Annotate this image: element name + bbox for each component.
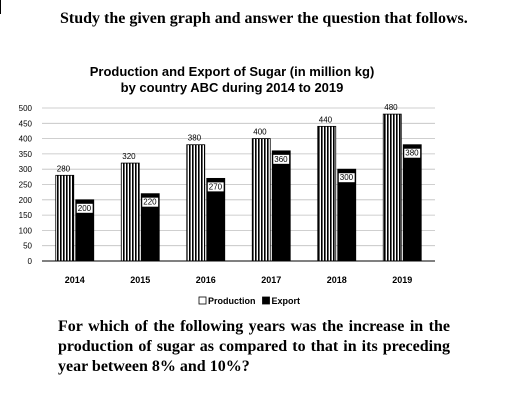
x-tick-label-2015: 2015 bbox=[130, 275, 150, 285]
y-tick-label: 300 bbox=[19, 165, 33, 174]
left-edge-mark bbox=[0, 0, 1, 14]
export-label-background bbox=[76, 203, 93, 213]
production-bar-2014 bbox=[55, 174, 75, 262]
x-tick-label-2014: 2014 bbox=[65, 275, 85, 285]
x-tick-label-2019: 2019 bbox=[392, 275, 412, 285]
y-tick-label: 350 bbox=[19, 150, 33, 159]
export-bar-2019 bbox=[402, 144, 422, 262]
legend: Production Export bbox=[198, 296, 301, 306]
export-data-label-2017: 360 bbox=[274, 155, 288, 164]
export-data-label-2018: 300 bbox=[340, 173, 354, 182]
export-label-background bbox=[404, 148, 421, 158]
legend-label-production: Production bbox=[208, 296, 256, 306]
y-tick-label: 450 bbox=[19, 119, 33, 128]
legend-swatch-production bbox=[198, 296, 207, 305]
x-axis: 2014 2015 2016 2017 2018 2019 bbox=[42, 260, 435, 285]
export-data-label-2019: 380 bbox=[405, 149, 419, 158]
export-label-background bbox=[338, 173, 355, 183]
export-data-label-2015: 220 bbox=[143, 198, 157, 207]
production-data-label-2015: 320 bbox=[122, 152, 136, 161]
y-tick-label: 400 bbox=[19, 135, 33, 144]
export-data-label-2014: 200 bbox=[78, 204, 92, 213]
y-tick-label: 100 bbox=[19, 226, 33, 235]
y-tick-label: 150 bbox=[19, 211, 33, 220]
export-bar-2018 bbox=[337, 168, 357, 262]
x-tick-label-2018: 2018 bbox=[327, 275, 347, 285]
prompt-text: Study the given graph and answer the que… bbox=[60, 10, 468, 27]
question-text: For which of the following years was the… bbox=[58, 318, 450, 375]
production-bar-2015 bbox=[120, 162, 140, 262]
gridlines bbox=[42, 107, 435, 262]
chart-title-line2: by country ABC during 2014 to 2019 bbox=[121, 80, 344, 95]
export-data-label-2016: 270 bbox=[209, 182, 223, 191]
y-axis: 0 50 100 150 200 250 300 350 400 450 500 bbox=[19, 104, 33, 266]
chart-title-line1: Production and Export of Sugar (in milli… bbox=[90, 64, 375, 79]
legend-label-export: Export bbox=[272, 296, 301, 306]
production-data-label-2017: 400 bbox=[253, 128, 267, 137]
export-bar-2017 bbox=[271, 150, 291, 262]
production-data-label-2019: 480 bbox=[384, 103, 398, 112]
production-bar-2017 bbox=[251, 138, 271, 262]
production-data-label-2018: 440 bbox=[319, 115, 333, 124]
production-bar-2016 bbox=[186, 144, 206, 262]
export-label-background bbox=[207, 182, 224, 192]
production-bar-2018 bbox=[317, 125, 337, 262]
bar-chart: Production and Export of Sugar (in milli… bbox=[19, 64, 435, 306]
export-label-background bbox=[273, 154, 290, 164]
legend-swatch-export bbox=[262, 296, 270, 305]
y-tick-label: 50 bbox=[23, 242, 32, 251]
production-bar-2019 bbox=[382, 113, 402, 262]
y-tick-label: 500 bbox=[19, 104, 33, 113]
y-tick-label: 250 bbox=[19, 181, 33, 190]
production-data-label-2014: 280 bbox=[57, 164, 71, 173]
production-data-label-2016: 380 bbox=[188, 134, 202, 143]
export-label-background bbox=[142, 197, 159, 207]
y-tick-label: 0 bbox=[28, 257, 33, 266]
x-tick-label-2017: 2017 bbox=[261, 275, 281, 285]
x-tick-label-2016: 2016 bbox=[196, 275, 216, 285]
y-tick-label: 200 bbox=[19, 196, 33, 205]
bars: 280 200 320 220 380 270 400 360 440 300 480 380 bbox=[55, 103, 422, 262]
